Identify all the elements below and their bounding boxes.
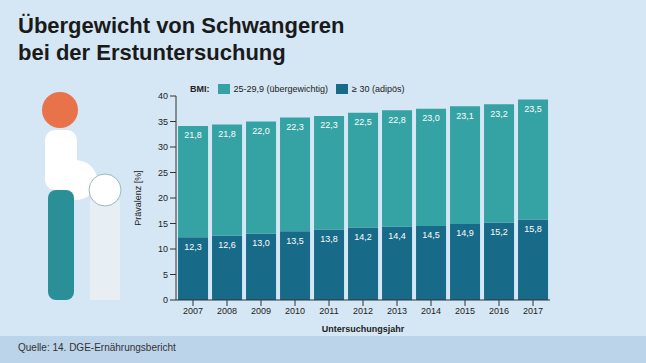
svg-text:14,4: 14,4 xyxy=(388,231,406,241)
svg-text:12,6: 12,6 xyxy=(218,240,236,250)
svg-text:2010: 2010 xyxy=(285,306,305,316)
svg-text:22,3: 22,3 xyxy=(320,120,338,130)
svg-text:35: 35 xyxy=(158,117,168,127)
svg-text:2017: 2017 xyxy=(523,306,543,316)
svg-text:23,1: 23,1 xyxy=(456,111,474,121)
html-text:25-29,9 (übergewichtig): 25-29,9 (übergewichtig) xyxy=(233,84,329,94)
svg-text:15,2: 15,2 xyxy=(490,227,508,237)
svg-text:10: 10 xyxy=(158,244,168,254)
svg-text:22,3: 22,3 xyxy=(286,122,304,132)
svg-text:Untersuchungsjahr: Untersuchungsjahr xyxy=(322,324,405,334)
svg-text:2013: 2013 xyxy=(387,306,407,316)
svg-text:5: 5 xyxy=(163,270,168,280)
svg-text:2015: 2015 xyxy=(455,306,475,316)
svg-text:14,9: 14,9 xyxy=(456,228,474,238)
svg-text:2014: 2014 xyxy=(421,306,441,316)
svg-text:Prävalenz [%]: Prävalenz [%] xyxy=(133,170,143,226)
svg-text:25: 25 xyxy=(158,168,168,178)
html-text:Übergewicht von Schwangeren: Übergewicht von Schwangeren xyxy=(18,13,345,38)
svg-text:21,8: 21,8 xyxy=(218,129,236,139)
svg-text:2008: 2008 xyxy=(217,306,237,316)
svg-text:22,0: 22,0 xyxy=(252,126,270,136)
svg-text:14,2: 14,2 xyxy=(354,232,372,242)
svg-text:23,2: 23,2 xyxy=(490,109,508,119)
svg-text:14,5: 14,5 xyxy=(422,230,440,240)
svg-text:2007: 2007 xyxy=(183,306,203,316)
html-text:≥ 30 (adipös): ≥ 30 (adipös) xyxy=(352,84,405,94)
svg-text:20: 20 xyxy=(158,193,168,203)
svg-text:23,0: 23,0 xyxy=(422,113,440,123)
svg-text:13,5: 13,5 xyxy=(286,236,304,246)
svg-text:22,5: 22,5 xyxy=(354,117,372,127)
svg-text:22,8: 22,8 xyxy=(388,115,406,125)
svg-text:0: 0 xyxy=(163,295,168,305)
svg-text:23,5: 23,5 xyxy=(524,104,542,114)
svg-text:13,0: 13,0 xyxy=(252,238,270,248)
svg-text:15: 15 xyxy=(158,219,168,229)
svg-text:15,8: 15,8 xyxy=(524,224,542,234)
html-text:Quelle: 14. DGE-Ernährungsberi: Quelle: 14. DGE-Ernährungsbericht xyxy=(18,342,176,353)
svg-text:13,8: 13,8 xyxy=(320,234,338,244)
html-text:bei der Erstuntersuchung: bei der Erstuntersuchung xyxy=(18,40,286,65)
html-text:BMI:: BMI: xyxy=(190,84,210,94)
svg-text:2011: 2011 xyxy=(319,306,338,316)
svg-text:2012: 2012 xyxy=(353,306,373,316)
svg-text:2009: 2009 xyxy=(251,306,271,316)
svg-text:2016: 2016 xyxy=(489,306,509,316)
svg-text:30: 30 xyxy=(158,142,168,152)
svg-text:40: 40 xyxy=(158,91,168,101)
svg-text:21,8: 21,8 xyxy=(184,130,202,140)
svg-text:12,3: 12,3 xyxy=(184,242,202,252)
